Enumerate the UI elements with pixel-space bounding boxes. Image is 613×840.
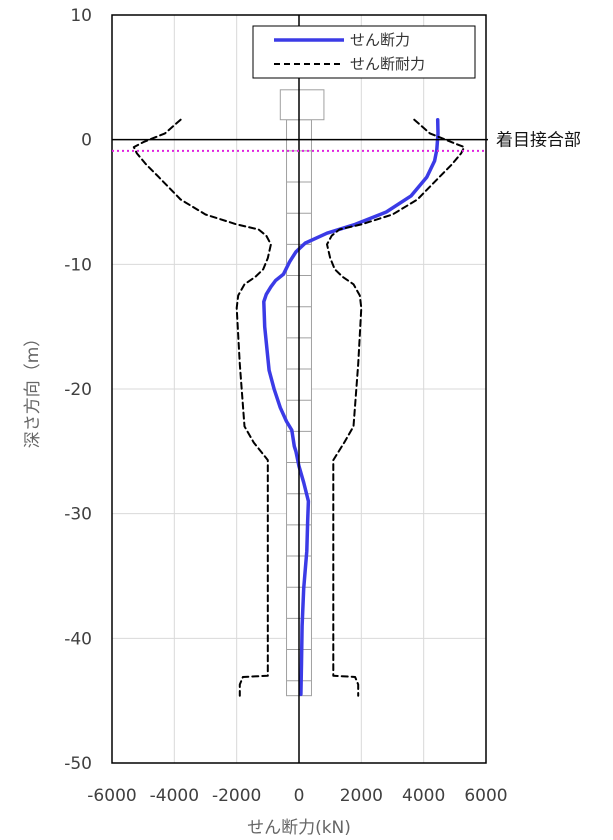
y-tick-label: -40 <box>64 629 92 649</box>
x-tick-label: 0 <box>294 786 305 806</box>
series-lines <box>132 117 466 697</box>
x-tick-label: -2000 <box>212 786 261 806</box>
y-tick-label: 0 <box>81 131 92 151</box>
legend: せん断力 せん断耐力 <box>252 25 476 79</box>
y-tick-label: -30 <box>64 505 92 525</box>
x-tick-labels: -6000 -4000 -2000 0 2000 4000 6000 <box>87 786 507 806</box>
y-tick-labels: 10 0 -10 -20 -30 -40 -50 <box>64 6 92 774</box>
x-tick-label: 4000 <box>402 786 445 806</box>
x-tick-label: -4000 <box>150 786 199 806</box>
legend-label-capacity: せん断耐力 <box>350 55 425 73</box>
legend-box <box>252 25 476 79</box>
x-tick-label: 6000 <box>464 786 507 806</box>
y-tick-label: -50 <box>64 754 92 774</box>
legend-label-shear: せん断力 <box>350 31 410 49</box>
y-tick-label: -10 <box>64 255 92 275</box>
x-axis-title: せん断力(kN) <box>247 818 351 838</box>
pile-cap <box>279 89 325 121</box>
joint-annotation: 着目接合部 <box>496 131 581 151</box>
capacity-line-positive <box>326 118 466 697</box>
y-tick-label: -20 <box>64 380 92 400</box>
y-axis-title: 深さ方向（m） <box>23 330 43 449</box>
y-tick-label: 10 <box>70 6 92 26</box>
shear-force-line <box>262 117 440 697</box>
x-tick-label: -6000 <box>87 786 136 806</box>
x-tick-label: 2000 <box>340 786 383 806</box>
capacity-line-negative <box>132 118 272 697</box>
